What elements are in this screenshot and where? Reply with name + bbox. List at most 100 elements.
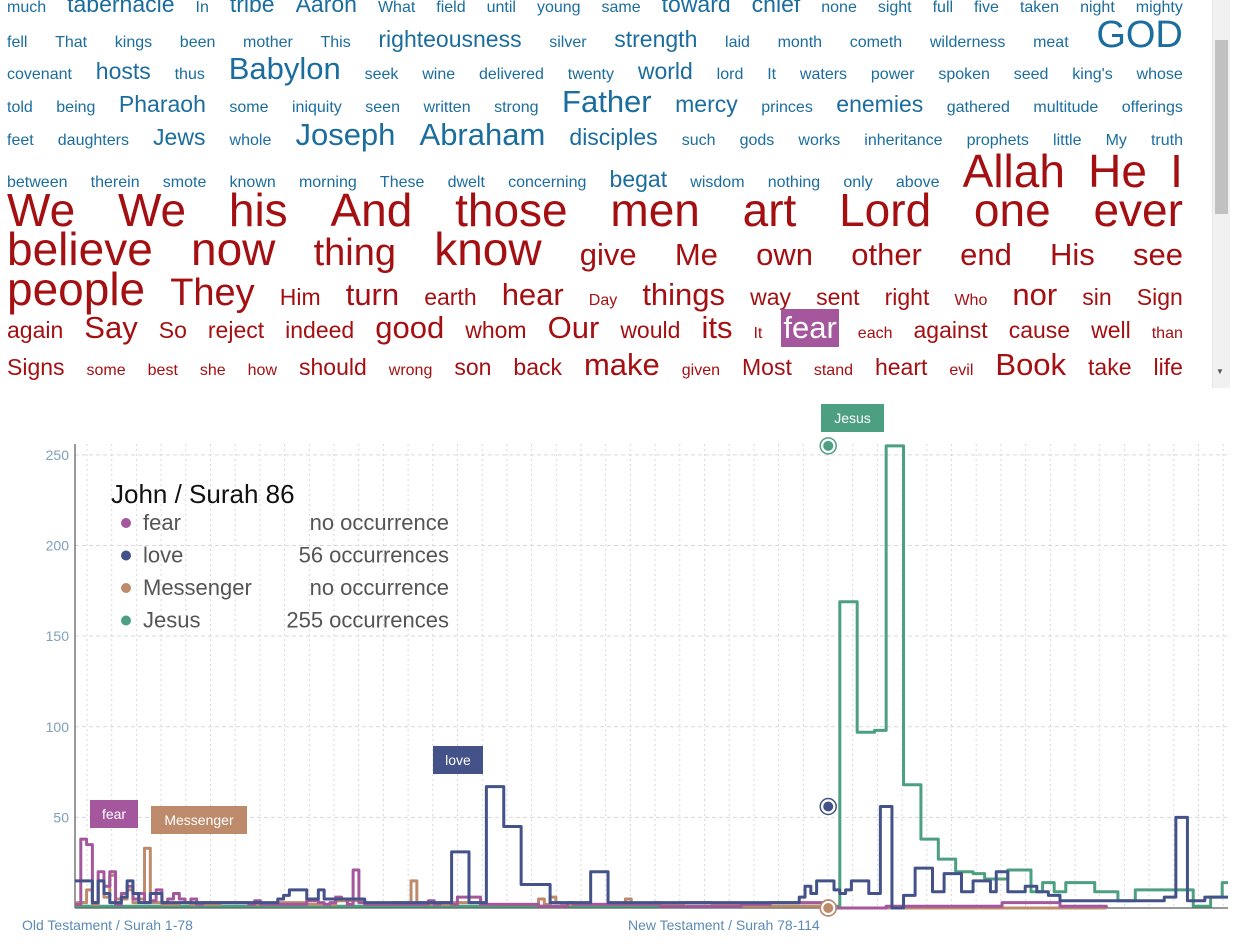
scroll-down-arrow-icon[interactable]: ▼ xyxy=(1216,367,1224,376)
cloud-word[interactable]: indeed xyxy=(285,317,355,343)
cloud-word[interactable]: way xyxy=(750,284,792,310)
cloud-word[interactable]: tribe xyxy=(229,0,275,17)
cloud-word[interactable]: wilderness xyxy=(929,34,1006,51)
cloud-word[interactable]: wisdom xyxy=(690,174,745,191)
cloud-word[interactable]: These xyxy=(379,174,425,191)
cloud-word[interactable]: silver xyxy=(549,34,587,51)
cloud-word[interactable]: concerning xyxy=(508,174,587,191)
cloud-word[interactable]: daughters xyxy=(57,132,129,149)
cloud-word[interactable]: between xyxy=(7,174,68,191)
cloud-word[interactable]: sight xyxy=(877,0,912,16)
cloud-word[interactable]: than xyxy=(1151,325,1183,342)
cloud-word[interactable]: kings xyxy=(114,34,153,51)
cloud-word[interactable]: chief xyxy=(751,0,801,17)
cloud-word[interactable]: fear xyxy=(781,309,839,347)
cloud-word[interactable]: So xyxy=(158,317,187,343)
cloud-word[interactable]: power xyxy=(870,66,915,83)
cloud-word[interactable]: meat xyxy=(1033,34,1069,51)
cloud-word[interactable]: believe xyxy=(7,223,153,275)
cloud-word[interactable]: wine xyxy=(422,66,456,83)
cloud-word[interactable]: whose xyxy=(1136,66,1183,83)
cloud-word[interactable]: king's xyxy=(1072,66,1113,83)
cloud-word[interactable]: seed xyxy=(1013,66,1049,83)
cloud-word[interactable]: gods xyxy=(739,132,775,149)
cloud-word[interactable]: Jews xyxy=(153,124,206,150)
cloud-word[interactable]: end xyxy=(960,237,1012,272)
cloud-word[interactable]: stand xyxy=(813,362,853,379)
cloud-word[interactable]: It xyxy=(767,66,777,83)
cloud-word[interactable]: GOD xyxy=(1096,14,1183,56)
cloud-word[interactable]: waters xyxy=(799,66,848,83)
cloud-word[interactable]: best xyxy=(147,362,178,379)
cloud-word[interactable]: know xyxy=(434,223,542,275)
cloud-word[interactable]: those xyxy=(455,184,568,236)
cloud-word[interactable]: Signs xyxy=(7,354,65,380)
cloud-word[interactable]: What xyxy=(377,0,416,16)
cloud-word[interactable]: offerings xyxy=(1121,99,1183,116)
cloud-word[interactable]: should xyxy=(299,354,367,380)
cloud-word[interactable]: his xyxy=(228,184,288,236)
cloud-word[interactable]: seek xyxy=(364,66,399,83)
cloud-word[interactable]: little xyxy=(1053,132,1082,149)
cloud-word[interactable]: seen xyxy=(365,99,400,116)
cloud-word[interactable]: twenty xyxy=(567,66,614,83)
cloud-word[interactable]: Father xyxy=(562,84,652,119)
cloud-word[interactable]: some xyxy=(86,362,126,379)
cloud-word[interactable]: truth xyxy=(1150,132,1183,149)
cloud-word[interactable]: strong xyxy=(494,99,539,116)
cloud-word[interactable]: turn xyxy=(345,277,400,312)
cloud-word[interactable]: make xyxy=(583,347,660,382)
cloud-word[interactable]: Book xyxy=(995,347,1067,382)
cloud-word[interactable]: toward xyxy=(661,0,731,17)
cloud-word[interactable]: much xyxy=(7,0,47,16)
cloud-word[interactable]: works xyxy=(798,132,841,149)
cloud-word[interactable]: spoken xyxy=(938,66,990,83)
cloud-word[interactable]: ever xyxy=(1093,184,1183,236)
cloud-word[interactable]: Sign xyxy=(1136,284,1183,310)
scrollbar[interactable]: ▼ xyxy=(1212,0,1230,388)
cloud-word[interactable]: being xyxy=(56,99,96,116)
cloud-word[interactable]: tabernacle xyxy=(67,0,175,17)
cloud-word[interactable]: His xyxy=(1050,237,1095,272)
cloud-word[interactable]: told xyxy=(7,99,33,116)
cloud-word[interactable]: until xyxy=(486,0,516,16)
cloud-word[interactable]: art xyxy=(742,184,797,236)
cloud-word[interactable]: own xyxy=(756,237,814,272)
cloud-word[interactable]: earth xyxy=(424,284,477,310)
cloud-word[interactable]: sin xyxy=(1082,284,1112,310)
cloud-word[interactable]: princes xyxy=(761,99,813,116)
cloud-word[interactable]: life xyxy=(1153,354,1183,380)
cloud-word[interactable]: take xyxy=(1088,354,1132,380)
cloud-word[interactable]: multitude xyxy=(1033,99,1099,116)
cloud-word[interactable]: fell xyxy=(7,34,28,51)
cloud-word[interactable]: Day xyxy=(588,292,618,309)
cloud-word[interactable]: against xyxy=(913,317,988,343)
cloud-word[interactable]: They xyxy=(170,272,255,314)
cloud-word[interactable]: good xyxy=(375,310,445,345)
cloud-word[interactable]: its xyxy=(701,310,733,345)
cloud-word[interactable]: give xyxy=(579,237,637,272)
cloud-word[interactable]: therein xyxy=(90,174,140,191)
cloud-word[interactable]: delivered xyxy=(478,66,544,83)
cloud-word[interactable]: same xyxy=(601,0,641,16)
cloud-word[interactable]: begat xyxy=(609,166,668,192)
cloud-word[interactable]: been xyxy=(179,34,216,51)
cloud-word[interactable]: This xyxy=(320,34,351,51)
cloud-word[interactable]: laid xyxy=(725,34,750,51)
cloud-word[interactable]: Me xyxy=(674,237,718,272)
cloud-word[interactable]: see xyxy=(1133,237,1183,272)
cloud-word[interactable]: prophets xyxy=(966,132,1029,149)
cloud-word[interactable]: smote xyxy=(162,174,207,191)
cloud-word[interactable]: world xyxy=(637,58,693,84)
cloud-word[interactable]: mother xyxy=(243,34,293,51)
cloud-word[interactable]: Babylon xyxy=(228,51,341,86)
cloud-word[interactable]: taken xyxy=(1019,0,1060,16)
cloud-word[interactable]: lord xyxy=(716,66,744,83)
cloud-word[interactable]: heart xyxy=(874,354,928,380)
cloud-word[interactable]: known xyxy=(229,174,276,191)
cloud-word[interactable]: righteousness xyxy=(378,26,522,52)
cloud-word[interactable]: mercy xyxy=(675,91,738,117)
cloud-word[interactable]: full xyxy=(932,0,954,16)
cloud-word[interactable]: young xyxy=(536,0,581,16)
cloud-word[interactable]: strength xyxy=(614,26,698,52)
